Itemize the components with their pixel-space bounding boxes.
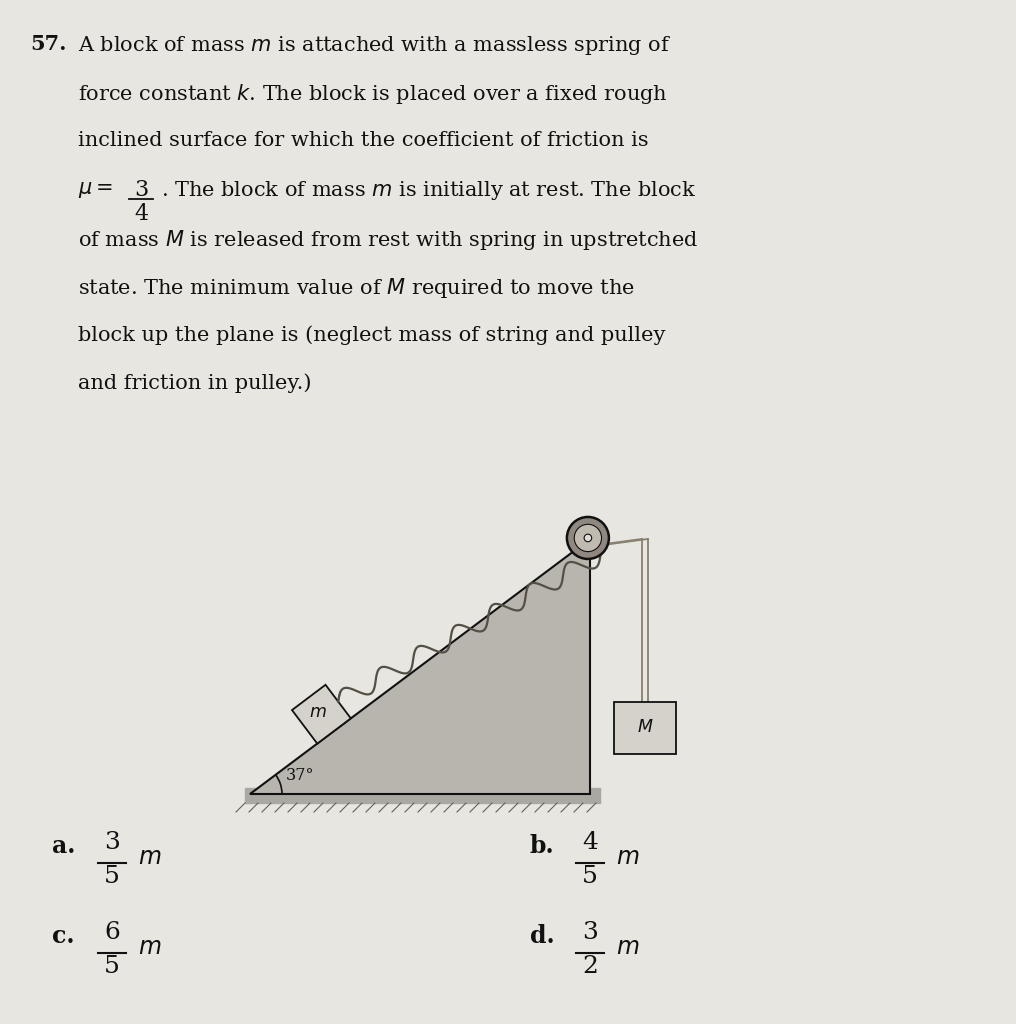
Text: A block of mass $m$ is attached with a massless spring of: A block of mass $m$ is attached with a m…	[78, 34, 672, 57]
Text: b.: b.	[530, 834, 555, 858]
Text: 4: 4	[582, 831, 598, 854]
Circle shape	[567, 517, 609, 559]
Text: 3: 3	[104, 831, 120, 854]
Text: of mass $M$ is released from rest with spring in upstretched: of mass $M$ is released from rest with s…	[78, 228, 698, 252]
Text: 6: 6	[104, 921, 120, 944]
Text: 3: 3	[134, 179, 148, 202]
Text: force constant $k$. The block is placed over a fixed rough: force constant $k$. The block is placed …	[78, 83, 668, 106]
Text: 4: 4	[134, 204, 148, 225]
Text: block up the plane is (neglect mass of string and pulley: block up the plane is (neglect mass of s…	[78, 325, 665, 345]
Text: $m$: $m$	[138, 936, 162, 959]
Text: c.: c.	[52, 924, 74, 948]
Bar	[245, 788, 600, 803]
Text: $m$: $m$	[616, 936, 639, 959]
Text: d.: d.	[530, 924, 555, 948]
Text: 57.: 57.	[30, 34, 66, 54]
Circle shape	[584, 535, 591, 542]
Text: $m$: $m$	[309, 703, 326, 721]
Text: 5: 5	[582, 865, 598, 888]
Text: inclined surface for which the coefficient of friction is: inclined surface for which the coefficie…	[78, 131, 648, 150]
Text: 5: 5	[104, 955, 120, 978]
Text: $m$: $m$	[138, 846, 162, 869]
Text: $m$: $m$	[616, 846, 639, 869]
Text: a.: a.	[52, 834, 75, 858]
Text: 37°: 37°	[285, 767, 315, 784]
Text: $\mu =$: $\mu =$	[78, 179, 113, 200]
Text: state. The minimum value of $M$ required to move the: state. The minimum value of $M$ required…	[78, 276, 635, 300]
Text: 5: 5	[104, 865, 120, 888]
Circle shape	[574, 524, 601, 552]
Text: 2: 2	[582, 955, 598, 978]
Bar	[614, 702, 676, 754]
Text: . The block of mass $m$ is initially at rest. The block: . The block of mass $m$ is initially at …	[161, 179, 696, 203]
Text: 3: 3	[582, 921, 598, 944]
Text: $M$: $M$	[637, 720, 653, 736]
Polygon shape	[250, 539, 590, 794]
Text: and friction in pulley.): and friction in pulley.)	[78, 374, 312, 393]
Polygon shape	[292, 685, 351, 743]
